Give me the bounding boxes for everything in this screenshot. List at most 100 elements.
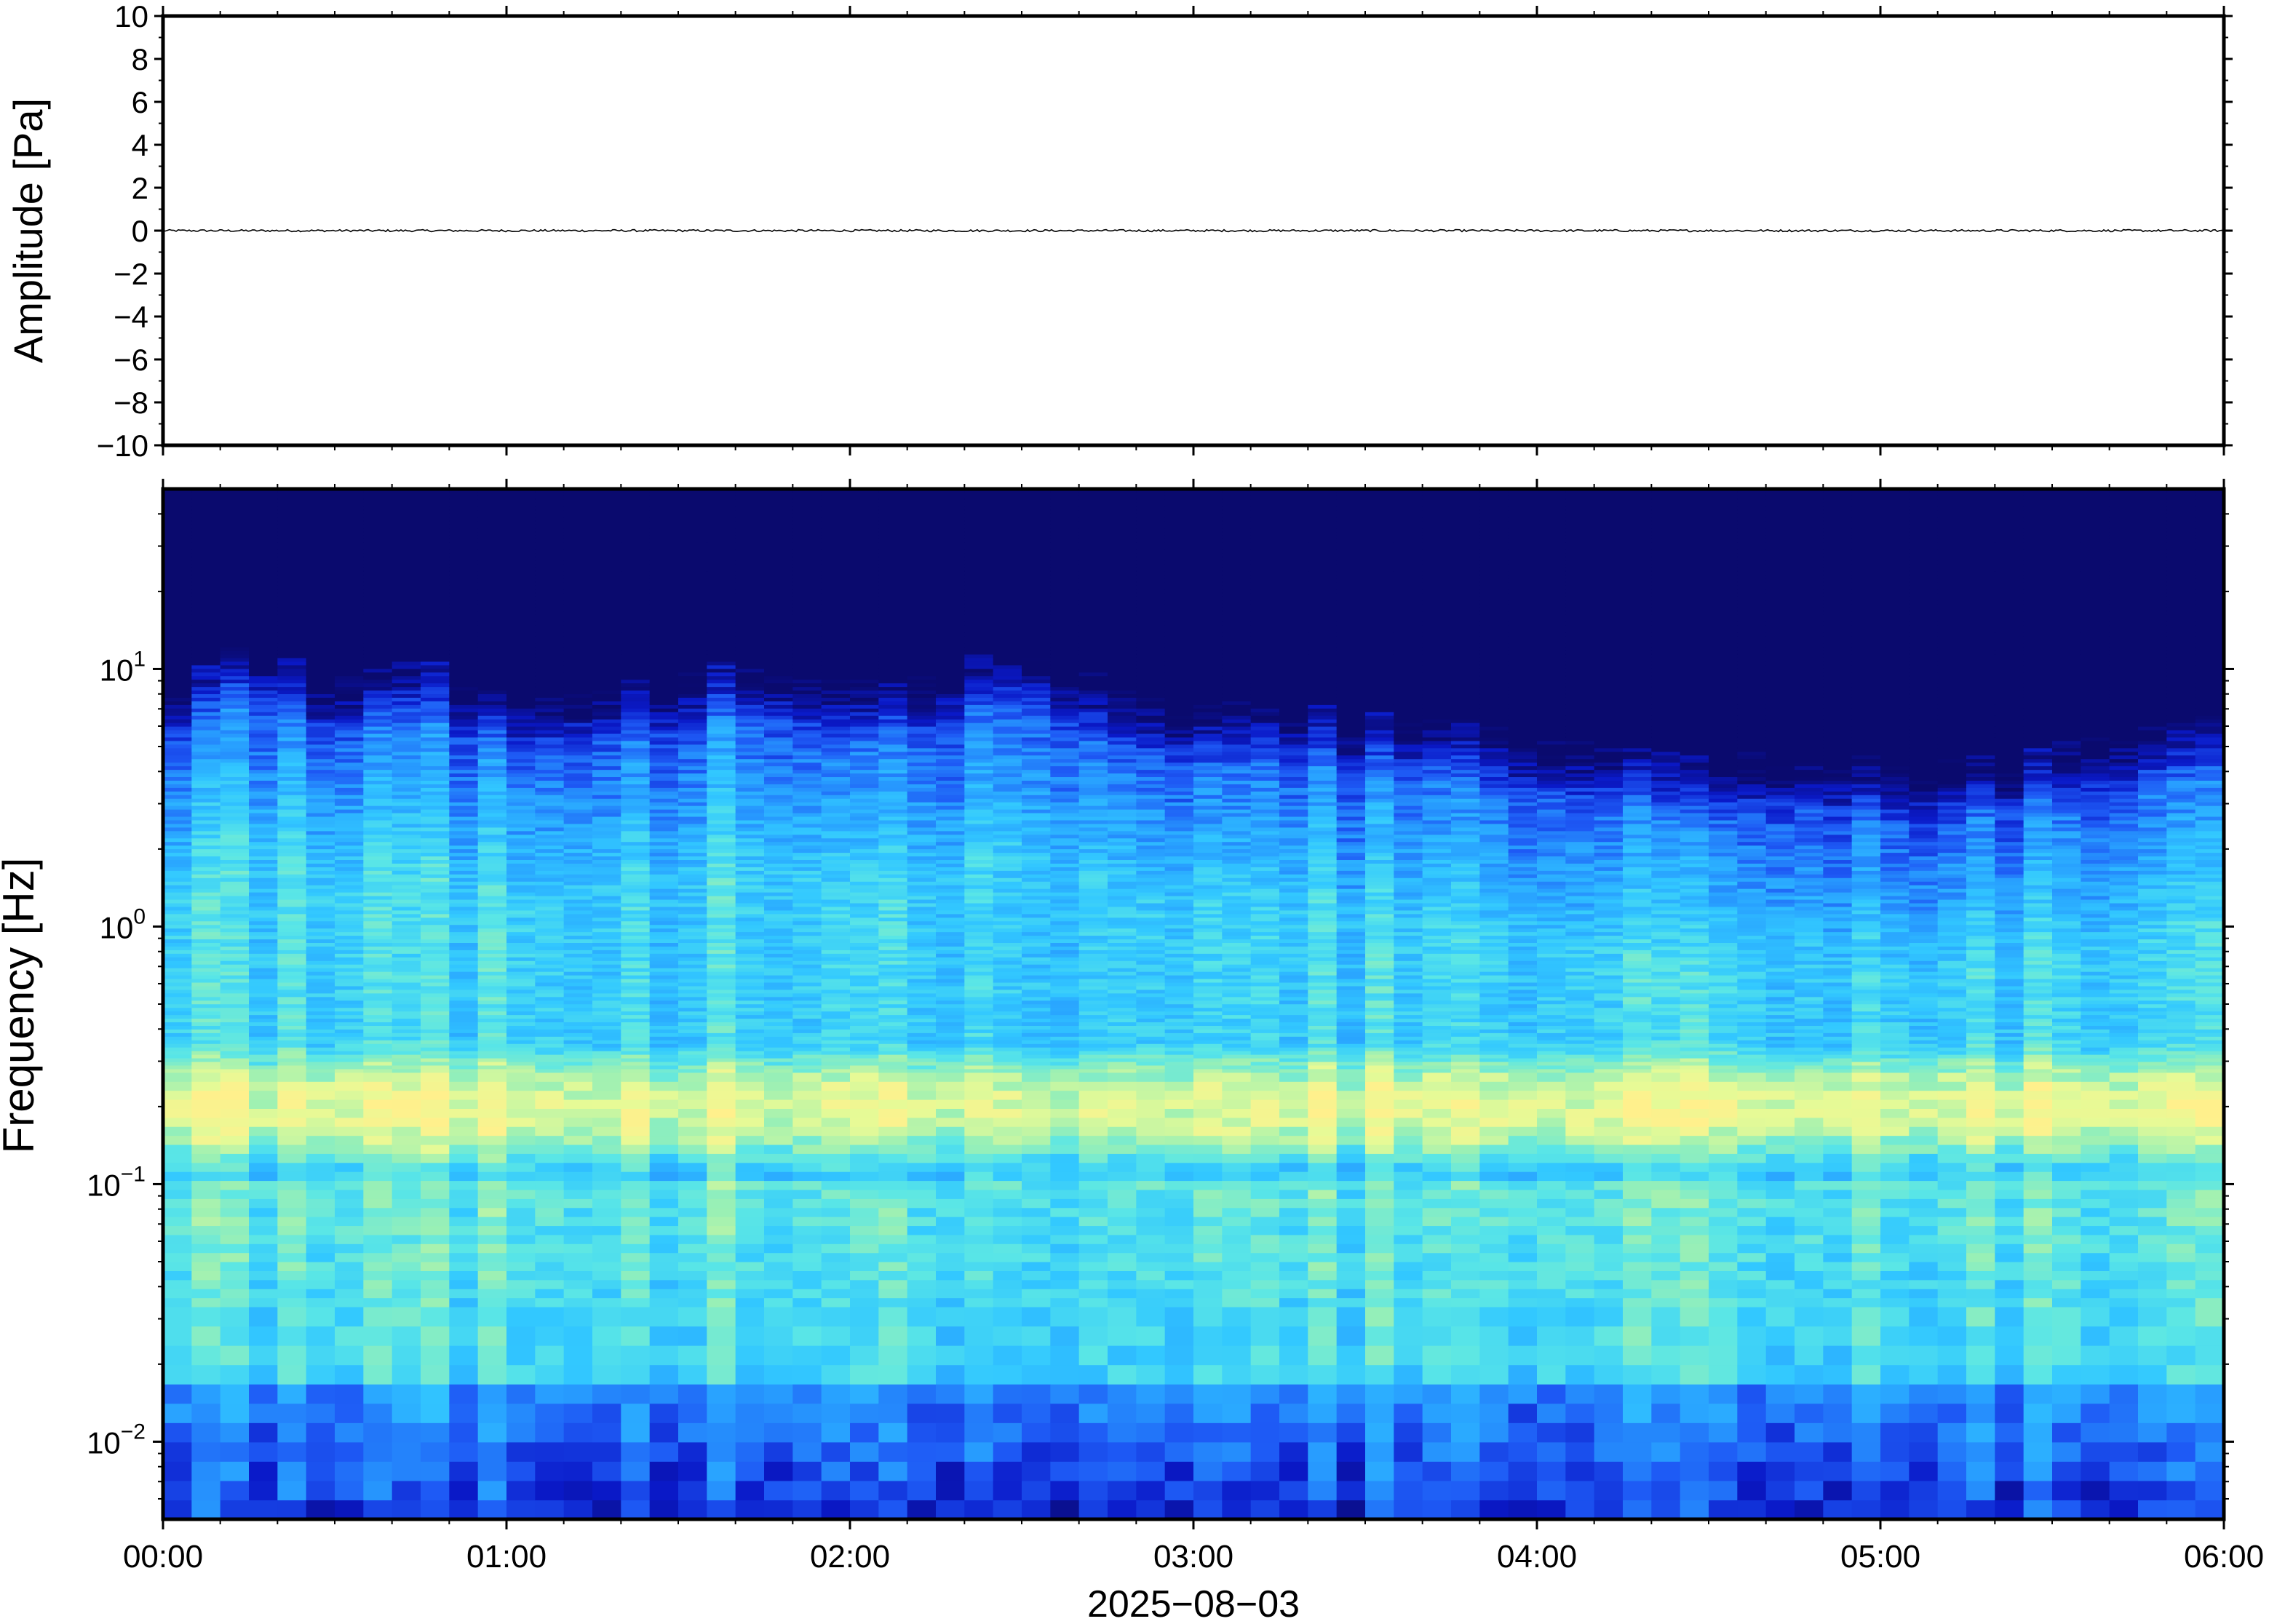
spectrogram-cell — [678, 679, 707, 684]
spectrogram-cell — [449, 830, 479, 835]
spectrogram-cell — [850, 1057, 879, 1062]
spectrogram-cell — [535, 513, 565, 518]
spectrogram-cell — [477, 982, 507, 987]
spectrogram-cell — [249, 1014, 278, 1019]
spectrogram-cell — [421, 996, 450, 1001]
spectrogram-cell — [735, 1081, 765, 1091]
spectrogram-cell — [277, 549, 307, 554]
spectrogram-cell — [363, 686, 393, 691]
spectrogram-cell — [191, 870, 221, 875]
spectrogram-cell — [735, 1306, 765, 1327]
spectrogram-cell — [421, 978, 450, 983]
spectrogram-cell — [249, 1032, 278, 1037]
spectrogram-cell — [335, 1018, 364, 1023]
spectrogram-cell — [277, 1117, 307, 1127]
spectrogram-cell — [191, 719, 221, 723]
spectrogram-cell — [335, 877, 364, 882]
spectrogram-cell — [506, 762, 536, 767]
spectrogram-cell — [649, 989, 679, 994]
spectrogram-cell — [506, 564, 536, 568]
spectrogram-cell — [277, 971, 307, 976]
spectrogram-cell — [249, 1036, 278, 1040]
spectrogram-cell — [764, 647, 793, 651]
spectrogram-cell — [506, 744, 536, 749]
spectrogram-cell — [764, 827, 793, 832]
spectrogram-cell — [220, 557, 250, 561]
spectrogram-cell — [792, 614, 822, 618]
spectrogram-cell — [277, 920, 307, 926]
spectrogram-cell — [592, 542, 621, 546]
spectrogram-cell — [277, 723, 307, 727]
spectrogram-cell — [449, 1198, 479, 1209]
spectrogram-cell — [163, 567, 192, 572]
spectrogram-cell — [191, 733, 221, 738]
spectrogram-cell — [249, 509, 278, 514]
spectrogram-cell — [306, 723, 335, 727]
spectrogram-cell — [392, 719, 421, 723]
spectrogram-cell — [477, 647, 507, 651]
spectrogram-cell — [649, 1207, 679, 1217]
spectrogram-cell — [449, 1461, 479, 1481]
spectrogram-cell — [678, 675, 707, 680]
spectrogram-cell — [306, 978, 335, 983]
spectrogram-cell — [277, 895, 307, 900]
spectrogram-cell — [306, 690, 335, 695]
spectrogram-cell — [621, 712, 651, 716]
spectrogram-cell — [392, 729, 421, 734]
spectrogram-cell — [678, 1252, 707, 1262]
spectrogram-cell — [477, 636, 507, 640]
spectrogram-cell — [735, 629, 765, 633]
spectrogram-cell — [163, 1326, 192, 1346]
spectrogram-cell — [563, 755, 593, 760]
spectrogram-cell — [535, 1384, 565, 1404]
spectrogram-cell — [764, 795, 793, 799]
spectrogram-cell — [306, 719, 335, 723]
spectrogram-cell — [306, 625, 335, 629]
spectrogram-cell — [592, 621, 621, 626]
spectrogram-cell — [220, 640, 250, 644]
spectrogram-cell — [535, 885, 565, 889]
spectrogram-cell — [421, 751, 450, 756]
spectrogram-cell — [220, 751, 250, 756]
spectrogram-cell — [506, 585, 536, 590]
spectrogram-cell — [764, 856, 793, 861]
spectrogram-cell — [506, 1108, 536, 1118]
spectrogram-cell — [220, 867, 250, 871]
spectrogram-cell — [306, 712, 335, 716]
spectrogram-cell — [335, 491, 364, 496]
spectrogram-cell — [535, 1007, 565, 1012]
spectrogram-cell — [363, 1057, 393, 1062]
spectrogram-cell — [449, 1090, 479, 1100]
spectrogram-cell — [621, 1057, 651, 1062]
spectrogram-cell — [277, 870, 307, 875]
spectrogram-cell — [764, 888, 793, 893]
spectrogram-cell — [335, 996, 364, 1001]
spectrogram-cell — [392, 1270, 421, 1281]
amplitude-y-tick-label: −8 — [114, 386, 148, 420]
spectrogram-cell — [764, 1117, 793, 1127]
spectrogram-cell — [449, 625, 479, 629]
spectrogram-cell — [449, 982, 479, 987]
spectrogram-cell — [421, 679, 450, 684]
spectrogram-cell — [363, 1108, 393, 1118]
spectrogram-cell — [220, 1198, 250, 1209]
spectrogram-cell — [506, 834, 536, 839]
spectrogram-cell — [277, 600, 307, 605]
spectrogram-cell — [735, 837, 765, 843]
spectrogram-cell — [392, 852, 421, 857]
spectrogram-cell — [249, 1279, 278, 1289]
spectrogram-cell — [506, 1047, 536, 1051]
spectrogram-cell — [821, 960, 851, 965]
spectrogram-cell — [306, 964, 335, 968]
spectrogram-cell — [735, 1153, 765, 1163]
spectrogram-cell — [249, 996, 278, 1001]
spectrogram-cell — [678, 636, 707, 640]
spectrogram-cell — [421, 773, 450, 778]
spectrogram-cell — [449, 693, 479, 698]
spectrogram-cell — [649, 816, 679, 821]
spectrogram-cell — [220, 524, 250, 529]
spectrogram-cell — [821, 881, 851, 885]
spectrogram-cell — [392, 744, 421, 749]
spectrogram-cell — [592, 704, 621, 709]
spectrogram-cell — [764, 726, 793, 731]
